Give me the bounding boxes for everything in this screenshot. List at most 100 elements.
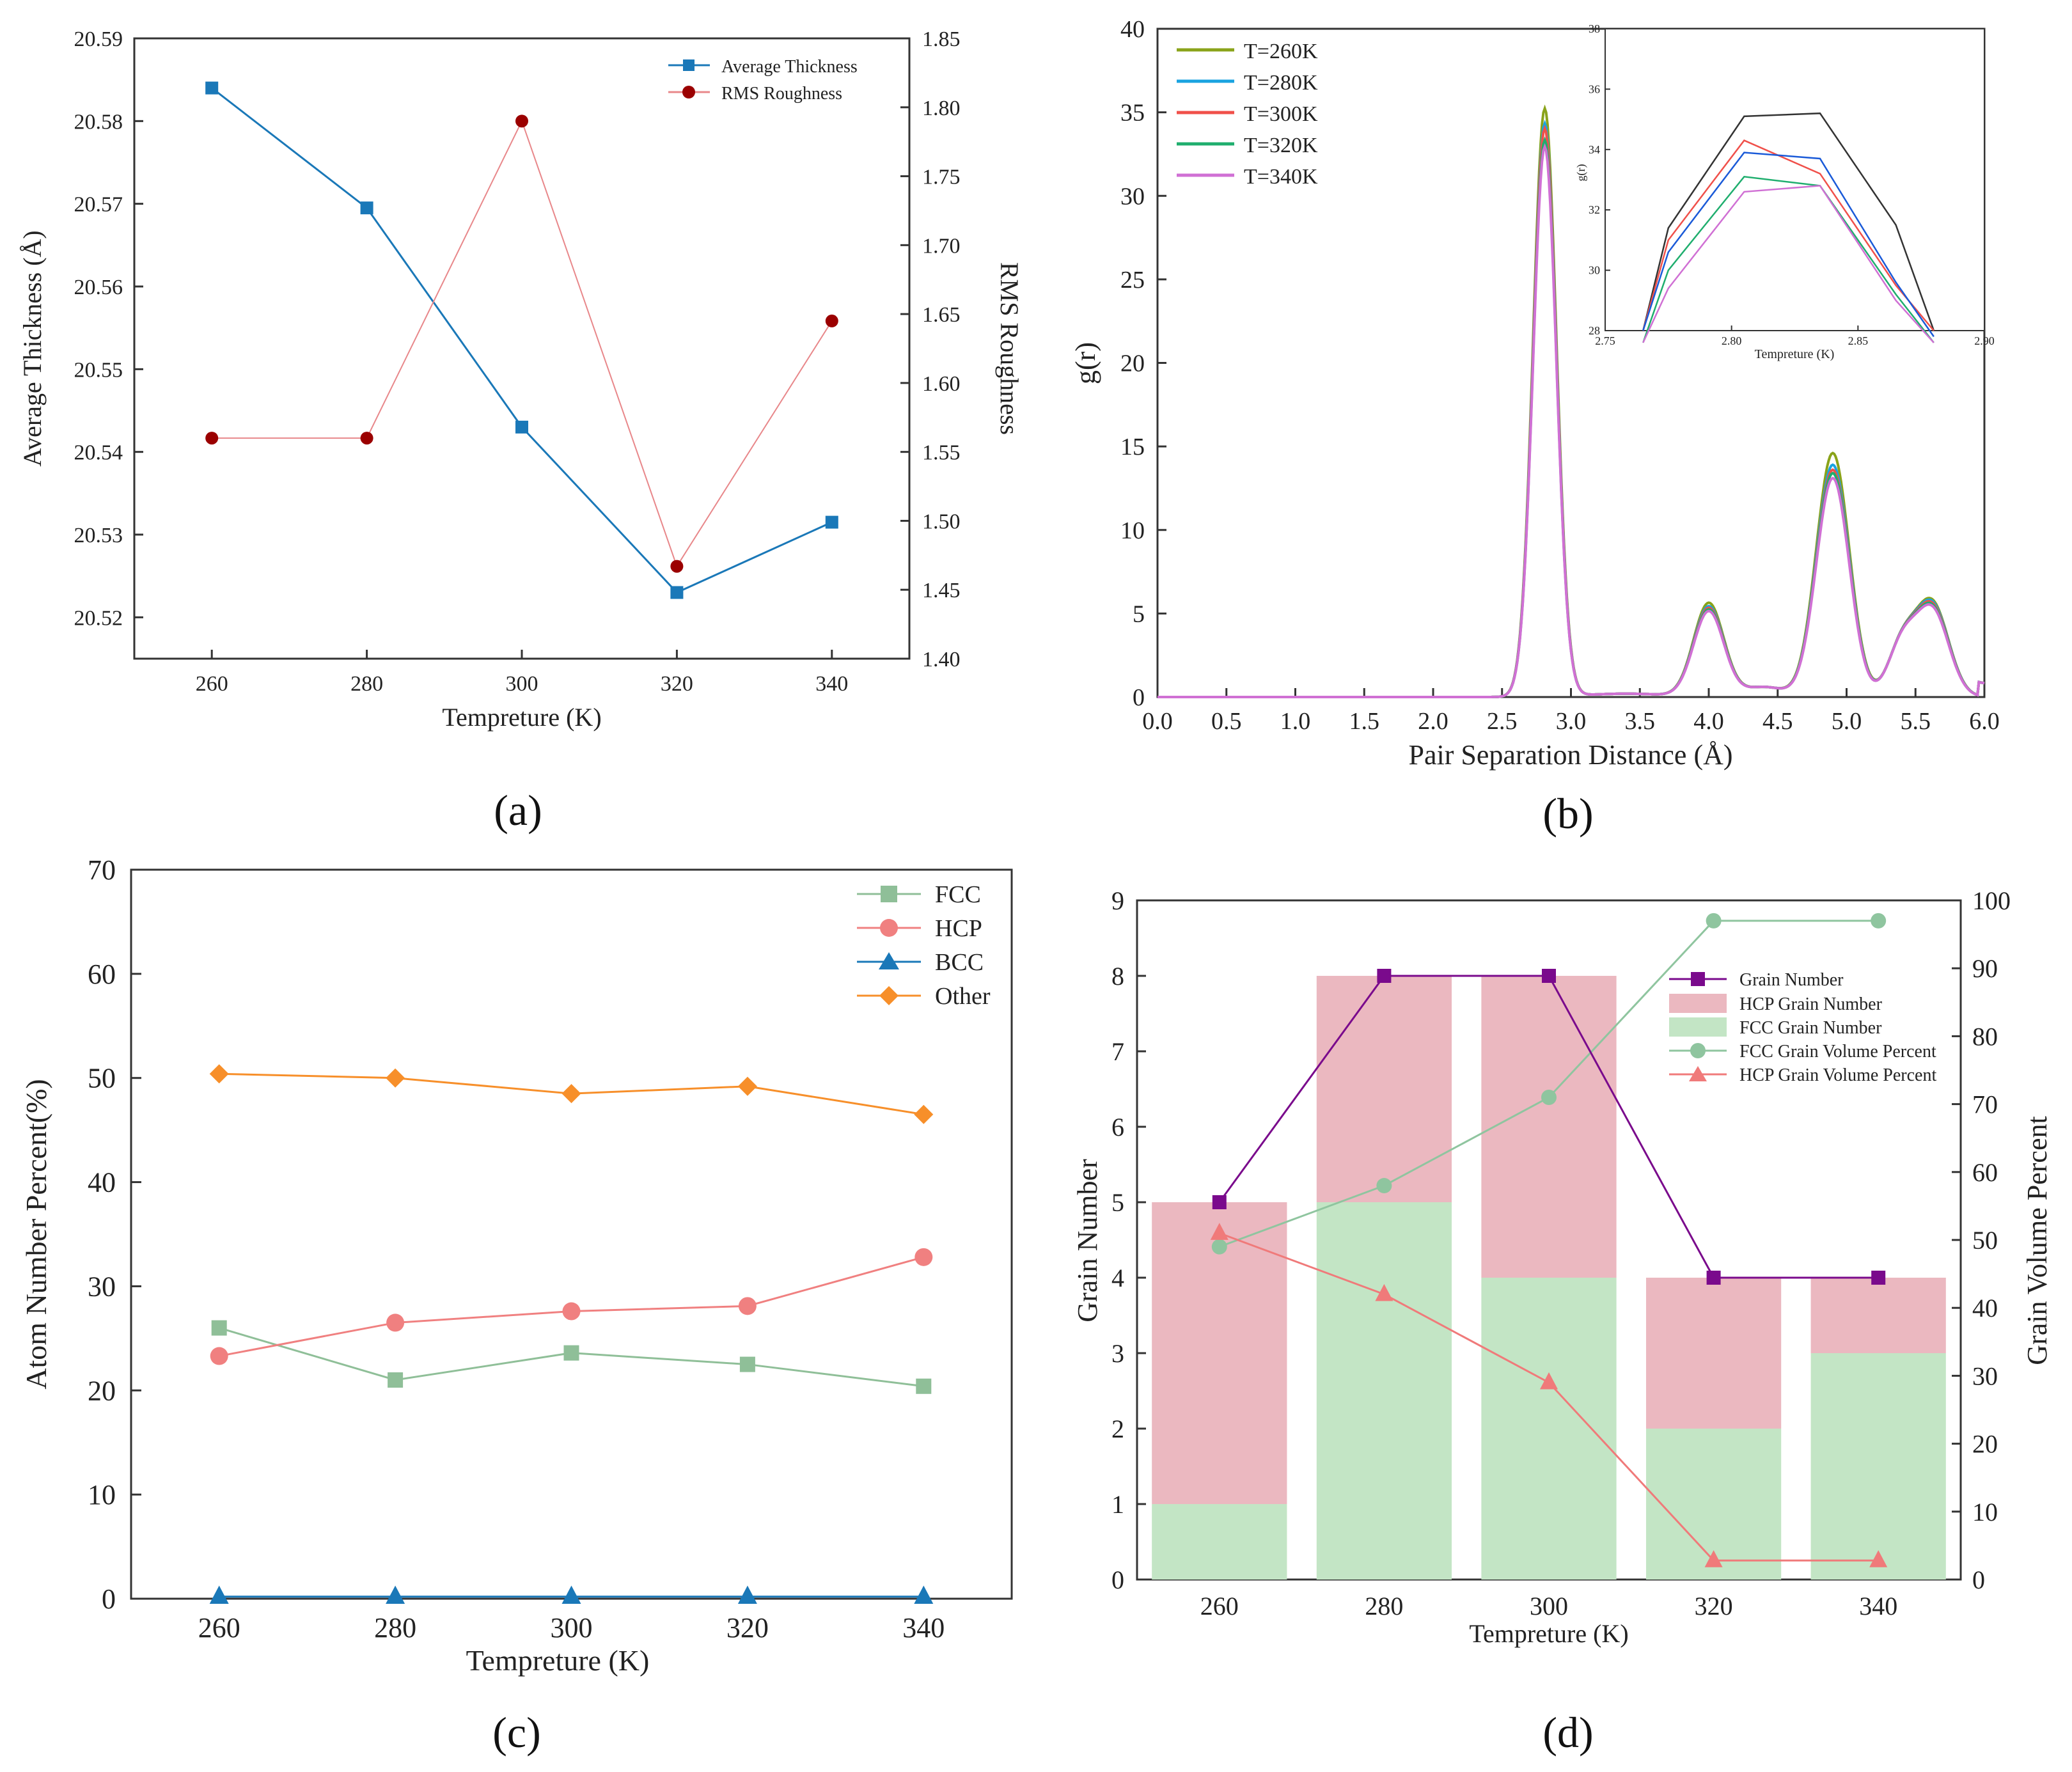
legend-label-hcp: HCP <box>935 915 982 942</box>
panel-c: 260 280 300 320 340 0 10 20 30 40 50 60 70 FCC HCP B… <box>20 854 1013 1757</box>
hcp-grain-bar <box>1810 1278 1946 1353</box>
x-tick-label-b: 4.5 <box>1762 708 1793 735</box>
y-tick-label-b: 25 <box>1120 267 1145 294</box>
x-tick-label-b: 2.0 <box>1418 708 1448 735</box>
y-tick-label-c: 70 <box>88 854 116 886</box>
y-axis-label-a: Average Thickness (Å) <box>18 230 47 467</box>
legend-label-hcp-grain-volume: HCP Grain Volume Percent <box>1739 1065 1936 1085</box>
x-axis-label-c: Tempreture (K) <box>466 1644 650 1677</box>
x-tick-label-b: 5.0 <box>1832 708 1862 735</box>
y-tick-label-a: 20.56 <box>74 276 123 299</box>
panel-label-a: (a) <box>494 786 542 835</box>
legend-label-t340: T=340K <box>1244 165 1318 189</box>
legend-b: T=260K T=280K T=300K T=320K T=340K <box>1177 40 1318 189</box>
hcp-point <box>562 1302 581 1321</box>
fcc-point <box>916 1378 932 1394</box>
y-tick-label-a: 20.53 <box>74 524 123 547</box>
panel-label-c: (c) <box>492 1708 540 1757</box>
hcp-grain-volume-percent-point <box>1210 1223 1228 1240</box>
x-tick-label-d: 280 <box>1365 1592 1403 1620</box>
rdf-line-t340k <box>1158 143 1985 698</box>
fcc-grain-volume-percent-point <box>1871 913 1887 929</box>
y-tick-label-d: 4 <box>1111 1264 1124 1292</box>
x-tick-label-c: 280 <box>374 1612 416 1643</box>
y-tick-label-c: 10 <box>88 1479 116 1510</box>
y2-tick-label-d: 100 <box>1972 886 2011 915</box>
y-tick-label-a: 20.59 <box>74 27 123 51</box>
y-tick-label-c: 20 <box>88 1375 116 1406</box>
other-point <box>386 1068 405 1088</box>
x-tick-label-b: 2.5 <box>1487 708 1518 735</box>
y-tick-label-d: 3 <box>1111 1339 1124 1368</box>
hcp-grain-volume-percent-point <box>1375 1283 1393 1301</box>
y-tick-label-d: 1 <box>1111 1490 1124 1519</box>
y2-tick-label-d: 10 <box>1972 1498 1998 1526</box>
legend-a: Average Thickness RMS Roughness <box>668 57 858 104</box>
y2-axis-label-d: Grain Volume Percent <box>2021 1116 2053 1365</box>
y-tick-label-d: 5 <box>1111 1188 1124 1217</box>
y2-tick-label-a: 1.50 <box>922 510 961 533</box>
y2-tick-label-a: 1.45 <box>922 579 961 602</box>
inset-b: 2.75 2.80 2.85 2.90 28 30 32 34 36 38 Tempreture … <box>1574 22 1995 361</box>
inset-y-tick-label: 38 <box>1589 22 1600 35</box>
y2-tick-label-d: 70 <box>1972 1090 1998 1119</box>
x-tick-label-b: 3.5 <box>1625 708 1656 735</box>
y-tick-label-c: 0 <box>102 1583 116 1615</box>
other-point <box>209 1064 229 1084</box>
legend-label-t320: T=320K <box>1244 134 1318 157</box>
legend-label-rms-roughness: RMS Roughness <box>721 84 842 104</box>
inset-line-black <box>1642 112 1935 331</box>
legend-c: FCC HCP BCC Other <box>857 881 991 1010</box>
grain-number-point <box>1212 1195 1227 1209</box>
fcc-grain-bar <box>1152 1504 1287 1580</box>
y-tick-label-a: 20.57 <box>74 193 123 217</box>
y2-tick-label-a: 1.40 <box>922 648 961 671</box>
fcc-point <box>211 1320 227 1336</box>
fcc-point <box>739 1356 755 1372</box>
average-thickness-point <box>825 515 838 529</box>
x-tick-label-d: 260 <box>1200 1592 1239 1620</box>
y-tick-label-b: 30 <box>1120 183 1145 210</box>
y-tick-label-a: 20.52 <box>74 606 123 630</box>
y-tick-label-d: 6 <box>1111 1113 1124 1141</box>
y2-tick-label-d: 30 <box>1972 1361 1998 1390</box>
x-tick-label-b: 0.0 <box>1142 708 1173 735</box>
inset-x-axis-label: Tempreture (K) <box>1755 347 1835 361</box>
legend-label-hcp-grain-number: HCP Grain Number <box>1739 994 1883 1014</box>
hcp-grain-bar <box>1316 976 1452 1202</box>
average-thickness-point <box>205 81 219 95</box>
x-tick-label-a: 320 <box>661 672 693 696</box>
y-tick-label-b: 5 <box>1133 600 1145 627</box>
x-tick-label-c: 260 <box>198 1612 240 1643</box>
grain-number-point <box>1871 1271 1886 1285</box>
inset-line-magenta <box>1642 185 1935 343</box>
y-tick-label-b: 0 <box>1133 684 1145 711</box>
inset-frame <box>1605 28 1985 331</box>
average-thickness-point <box>360 201 373 215</box>
fcc-grain-bar <box>1481 1278 1617 1580</box>
x-tick-label-d: 300 <box>1530 1592 1568 1620</box>
legend-label-bcc: BCC <box>935 949 984 976</box>
fcc-grain-bar <box>1316 1202 1452 1580</box>
x-axis-label-b: Pair Separation Distance (Å) <box>1408 739 1732 771</box>
panel-d: 260 280 300 320 3400123456789010203040506070… <box>1072 886 2053 1757</box>
grain-number-point <box>1706 1271 1721 1285</box>
y-tick-label-d: 2 <box>1111 1415 1124 1443</box>
y-tick-label-d: 7 <box>1111 1037 1124 1066</box>
inset-x-tick-label: 2.90 <box>1974 334 1995 347</box>
legend-label-fcc-grain-volume: FCC Grain Volume Percent <box>1739 1042 1936 1062</box>
legend-d: Grain Number HCP Grain Number FCC Grain … <box>1669 970 1936 1085</box>
y-axis-label-c: Atom Number Percent(%) <box>20 1079 52 1389</box>
other-point <box>737 1076 757 1096</box>
x-axis-label-d: Tempreture (K) <box>1469 1619 1628 1648</box>
bcc-point <box>737 1585 757 1604</box>
inset-x-tick-label: 2.75 <box>1595 334 1615 347</box>
inset-y-tick-label: 36 <box>1589 82 1600 95</box>
y2-tick-label-a: 1.55 <box>922 441 961 465</box>
y-tick-label-a: 20.54 <box>74 441 123 465</box>
inset-line-green <box>1642 175 1935 343</box>
x-tick-label-b: 0.5 <box>1211 708 1242 735</box>
y2-tick-label-a: 1.80 <box>922 97 961 120</box>
y2-tick-label-a: 1.60 <box>922 372 961 396</box>
x-tick-label-d: 320 <box>1695 1592 1733 1620</box>
